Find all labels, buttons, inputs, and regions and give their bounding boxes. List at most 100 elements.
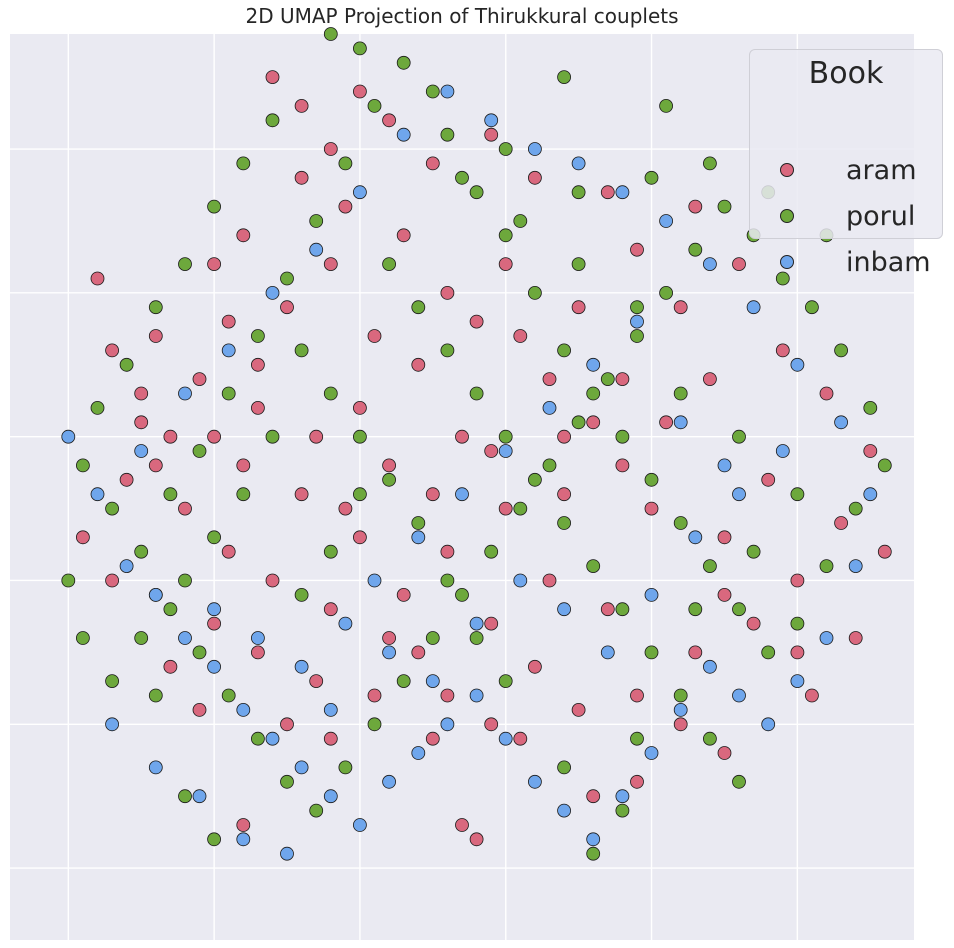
point-aram-22	[338, 501, 353, 516]
point-porul-117	[557, 70, 571, 84]
point-aram-60	[192, 703, 207, 717]
point-porul-69	[703, 156, 717, 171]
point-inbam-9	[323, 789, 338, 804]
point-inbam-12	[411, 746, 426, 760]
legend-item-inbam: inbam	[780, 242, 931, 282]
point-aram-107	[440, 688, 455, 703]
point-inbam-13	[440, 717, 455, 732]
point-porul-1	[105, 501, 119, 516]
legend: Book aram porul inbam	[749, 49, 943, 278]
legend-label-aram: aram	[846, 154, 917, 186]
point-inbam-47	[250, 631, 265, 645]
point-inbam-58	[732, 487, 746, 502]
point-aram-104	[673, 717, 688, 732]
point-inbam-21	[673, 703, 688, 717]
point-porul-5	[221, 386, 236, 401]
legend-swatch-porul	[780, 209, 794, 223]
point-porul-74	[440, 343, 455, 358]
point-aram-48	[571, 703, 586, 717]
point-porul-65	[425, 84, 440, 99]
point-aram-28	[221, 544, 236, 559]
point-aram-37	[703, 372, 717, 387]
point-aram-23	[309, 429, 324, 444]
point-aram-11	[236, 228, 251, 243]
legend-item-porul: porul	[780, 196, 915, 236]
point-aram-39	[732, 257, 746, 272]
point-porul-110	[732, 429, 746, 444]
point-aram-57	[105, 573, 119, 588]
point-porul-77	[528, 472, 542, 487]
point-porul-116	[323, 27, 338, 41]
point-aram-68	[848, 631, 863, 645]
point-porul-46	[338, 760, 353, 775]
point-inbam-10	[352, 818, 367, 832]
point-inbam-31	[746, 300, 761, 315]
point-aram-26	[163, 429, 178, 444]
point-aram-4	[90, 271, 105, 286]
point-inbam-11	[382, 774, 397, 789]
point-aram-72	[600, 602, 615, 617]
legend-swatch-inbam	[780, 255, 794, 269]
point-aram-31	[396, 588, 411, 602]
point-inbam-55	[600, 645, 615, 660]
point-porul-112	[630, 300, 644, 315]
point-aram-85	[571, 300, 586, 315]
point-inbam-38	[440, 84, 455, 99]
point-inbam-1	[90, 487, 105, 502]
point-porul-20	[673, 516, 688, 530]
point-aram-18	[542, 372, 557, 387]
point-porul-4	[192, 444, 207, 458]
point-aram-41	[819, 386, 834, 401]
point-inbam-40	[352, 185, 367, 200]
point-aram-12	[207, 257, 222, 272]
point-aram-94	[148, 329, 163, 343]
point-aram-3	[105, 343, 119, 358]
point-porul-24	[790, 616, 805, 631]
point-aram-40	[775, 343, 790, 358]
point-porul-36	[630, 329, 644, 343]
point-porul-29	[834, 343, 848, 358]
point-inbam-49	[338, 616, 353, 631]
point-inbam-20	[644, 746, 659, 760]
point-inbam-5	[207, 659, 222, 674]
point-aram-1	[148, 458, 163, 473]
point-inbam-68	[455, 487, 469, 502]
point-inbam-36	[528, 142, 542, 156]
point-aram-67	[805, 688, 819, 703]
point-porul-41	[484, 544, 499, 559]
point-porul-93	[323, 386, 338, 401]
point-aram-101	[644, 501, 659, 516]
point-porul-78	[557, 516, 571, 530]
point-inbam-6	[236, 703, 251, 717]
point-aram-88	[600, 185, 615, 200]
point-porul-113	[571, 257, 586, 272]
legend-item-aram: aram	[780, 150, 917, 190]
point-aram-27	[178, 501, 192, 516]
point-aram-5	[265, 70, 280, 84]
point-aram-77	[294, 487, 309, 502]
point-porul-80	[615, 602, 630, 617]
point-aram-84	[513, 329, 528, 343]
point-inbam-26	[819, 631, 834, 645]
point-aram-44	[790, 573, 805, 588]
point-inbam-8	[294, 760, 309, 775]
point-aram-82	[396, 228, 411, 243]
legend-label-porul: porul	[846, 200, 916, 232]
point-porul-87	[498, 674, 513, 688]
point-inbam-0	[61, 429, 76, 444]
point-aram-9	[425, 156, 440, 171]
point-aram-7	[323, 142, 338, 156]
point-porul-114	[513, 214, 528, 228]
point-porul-49	[250, 731, 265, 746]
point-porul-25	[819, 559, 834, 573]
point-inbam-59	[775, 444, 790, 458]
point-aram-73	[542, 573, 557, 588]
point-porul-109	[790, 487, 805, 502]
point-inbam-43	[221, 343, 236, 358]
point-porul-0	[76, 458, 90, 473]
point-porul-108	[746, 544, 761, 559]
point-porul-96	[236, 487, 251, 502]
point-porul-81	[644, 645, 659, 660]
point-porul-34	[688, 242, 703, 257]
point-porul-75	[469, 386, 484, 401]
